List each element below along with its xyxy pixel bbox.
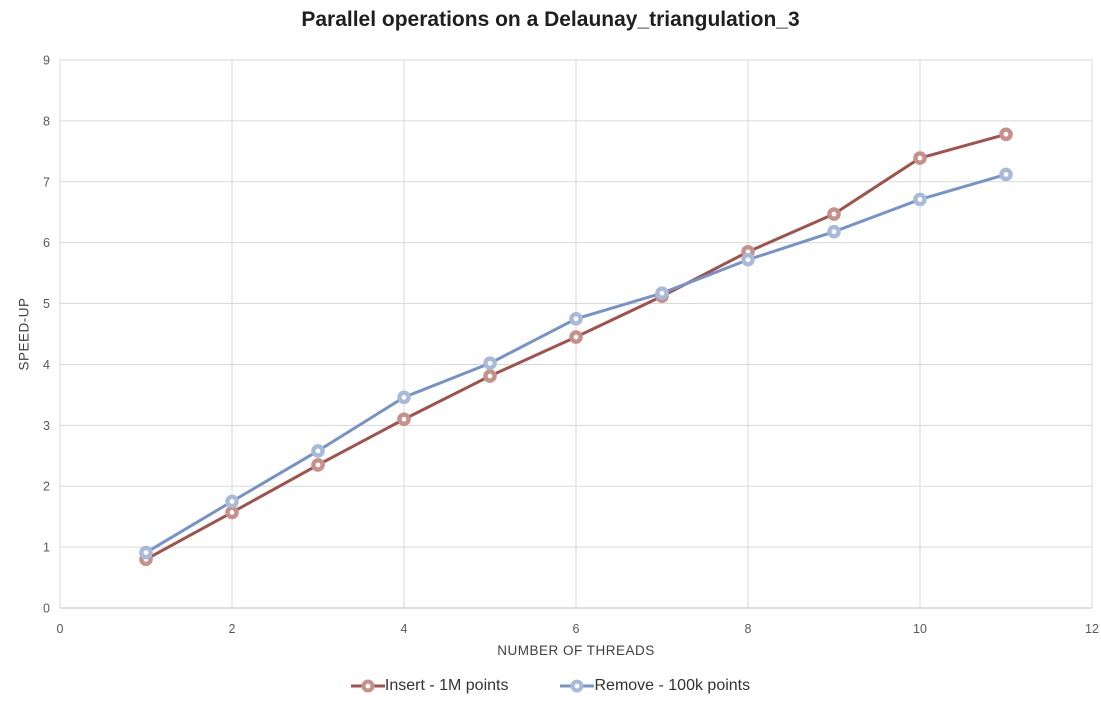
legend: Insert - 1M points Remove - 100k points (0, 677, 1101, 695)
data-point-hole (573, 334, 579, 340)
data-point-hole (917, 155, 923, 161)
y-tick-label: 4 (43, 358, 50, 372)
legend-label-insert: Insert - 1M points (384, 677, 509, 694)
x-tick-label: 8 (745, 622, 752, 636)
data-point-hole (315, 448, 321, 454)
insert-series-marker-icon (350, 679, 385, 693)
x-tick-label: 6 (573, 622, 580, 636)
y-tick-label: 8 (43, 114, 50, 128)
data-point-hole (831, 229, 837, 235)
data-point-hole (143, 550, 149, 555)
chart-title: Parallel operations on a Delaunay_triang… (301, 8, 800, 31)
data-point-hole (831, 211, 837, 217)
data-point-hole (487, 360, 493, 366)
x-tick-label: 12 (1085, 622, 1099, 636)
remove-series-marker-icon (560, 679, 595, 693)
y-tick-label: 6 (43, 236, 50, 250)
data-point-hole (487, 373, 493, 379)
data-point-hole (659, 290, 665, 296)
y-axis-title: SPEED-UP (16, 297, 32, 371)
data-point-hole (1003, 172, 1009, 177)
data-point-hole (401, 416, 407, 422)
x-tick-label: 4 (401, 622, 408, 636)
data-point-hole (229, 499, 235, 504)
y-tick-label: 7 (43, 175, 50, 189)
x-tick-labels: 0 2 4 6 8 10 12 (57, 622, 1099, 636)
data-point-hole (229, 510, 235, 515)
data-point-hole (315, 462, 321, 468)
legend-item-remove[interactable]: Remove - 100k points (560, 677, 750, 695)
data-point-hole (401, 394, 407, 400)
data-point-hole (1003, 131, 1009, 137)
x-tick-label: 0 (57, 622, 64, 636)
data-point-hole (745, 257, 751, 263)
y-tick-label: 2 (43, 480, 50, 494)
x-tick-label: 10 (913, 622, 927, 636)
data-point-hole (745, 249, 751, 255)
y-tick-label: 9 (43, 54, 50, 68)
y-tick-label: 1 (43, 541, 50, 555)
legend-label-remove: Remove - 100k points (594, 677, 751, 694)
data-point-hole (573, 316, 579, 322)
x-axis-title: NUMBER OF THREADS (497, 643, 655, 658)
y-tick-label: 5 (43, 297, 50, 311)
data-point-hole (917, 197, 923, 202)
y-tick-label: 0 (43, 602, 50, 616)
y-tick-label: 3 (43, 419, 50, 433)
y-tick-labels: 0 1 2 3 4 5 6 7 8 9 (43, 54, 50, 616)
remove-series (139, 167, 1013, 560)
x-tick-label: 2 (229, 622, 236, 636)
legend-item-insert[interactable]: Insert - 1M points (350, 677, 509, 695)
